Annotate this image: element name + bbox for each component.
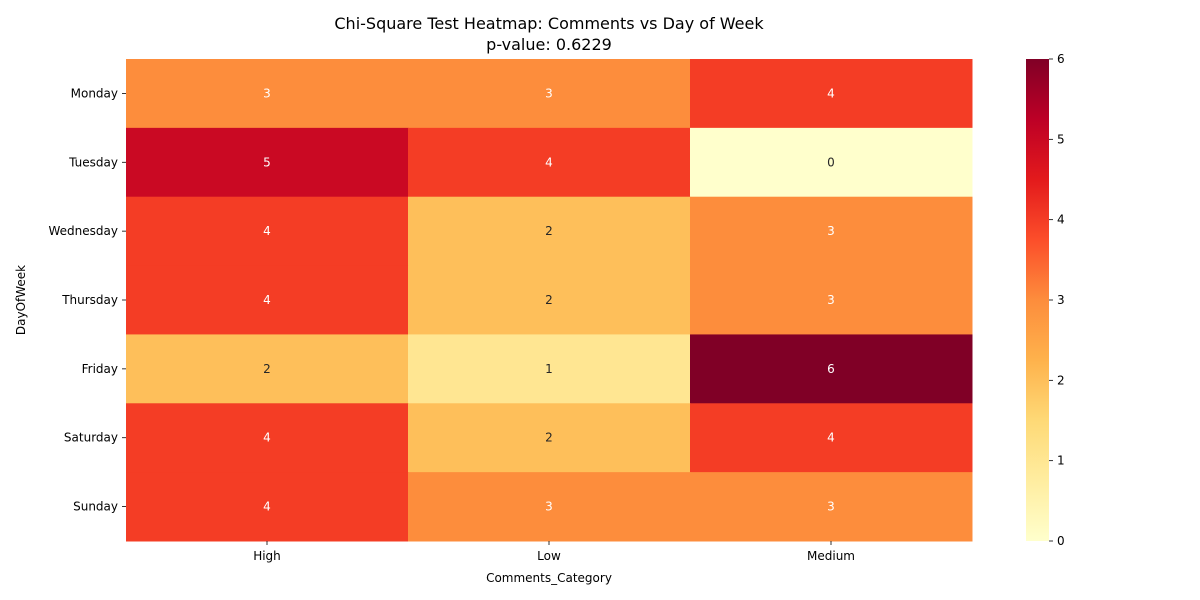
- cell-value-label: 4: [263, 224, 271, 238]
- y-tick-label: Sunday: [73, 500, 118, 514]
- heatmap-cell-labels: 3 3 4 5 4 0 4 2 3 4 2 3 2 1 6 4 2 4 4 3 3: [263, 86, 835, 513]
- cell-value-label: 2: [545, 224, 553, 238]
- x-tick-label: Low: [537, 549, 561, 563]
- y-tick-label: Thursday: [61, 293, 118, 307]
- y-axis-label: DayOfWeek: [14, 265, 28, 335]
- cell-value-label: 5: [263, 155, 271, 169]
- heatmap-cell: [126, 196, 409, 267]
- heatmap-cell: [408, 265, 691, 335]
- heatmap-cell: [408, 334, 691, 404]
- heatmap-cell: [690, 334, 973, 404]
- heatmap-cell: [690, 472, 973, 542]
- cell-value-label: 3: [827, 293, 835, 307]
- colorbar-tick-label: 3: [1057, 293, 1065, 307]
- y-tick-label: Tuesday: [68, 155, 118, 169]
- y-tick-label: Friday: [82, 362, 118, 376]
- heatmap-cells: [126, 59, 973, 542]
- chart-title: Chi-Square Test Heatmap: Comments vs Day…: [334, 14, 764, 33]
- cell-value-label: 3: [263, 86, 271, 100]
- cell-value-label: 4: [263, 431, 271, 445]
- cell-value-label: 0: [827, 155, 835, 169]
- cell-value-label: 4: [827, 431, 835, 445]
- heatmap-cell: [126, 127, 409, 198]
- colorbar-ticks: 0 1 2 3 4 5 6: [1049, 52, 1065, 548]
- heatmap-cell: [408, 196, 691, 267]
- colorbar-tick-label: 0: [1057, 534, 1065, 548]
- colorbar-tick-label: 2: [1057, 373, 1065, 387]
- y-tick-label: Wednesday: [49, 224, 118, 238]
- heatmap-cell: [408, 403, 691, 473]
- heatmap-cell: [408, 127, 691, 198]
- heatmap-cell: [126, 334, 409, 404]
- cell-value-label: 3: [827, 500, 835, 514]
- colorbar-tick-label: 1: [1057, 454, 1065, 468]
- x-axis-label: Comments_Category: [486, 571, 612, 585]
- heatmap-cell: [126, 403, 409, 473]
- cell-value-label: 6: [827, 362, 835, 376]
- cell-value-label: 4: [263, 500, 271, 514]
- colorbar-tick-label: 5: [1057, 132, 1065, 146]
- heatmap-cell: [690, 59, 973, 129]
- chart-subtitle: p-value: 0.6229: [486, 35, 612, 54]
- heatmap-cell: [690, 196, 973, 267]
- heatmap-cell: [408, 472, 691, 542]
- cell-value-label: 2: [545, 293, 553, 307]
- cell-value-label: 2: [263, 362, 271, 376]
- cell-value-label: 3: [827, 224, 835, 238]
- colorbar-tick-label: 6: [1057, 52, 1065, 66]
- y-tick-label: Monday: [71, 86, 118, 100]
- cell-value-label: 4: [545, 155, 553, 169]
- heatmap-cell: [690, 265, 973, 335]
- cell-value-label: 4: [827, 86, 835, 100]
- x-axis-ticks: High Low Medium: [253, 541, 855, 563]
- y-axis-ticks: Monday Tuesday Wednesday Thursday Friday Satu…: [49, 86, 126, 514]
- cell-value-label: 1: [545, 362, 553, 376]
- cell-value-label: 3: [545, 500, 553, 514]
- heatmap-cell: [690, 403, 973, 473]
- y-tick-label: Saturday: [64, 431, 118, 445]
- colorbar-tick-label: 4: [1057, 213, 1065, 227]
- cell-value-label: 3: [545, 86, 553, 100]
- x-tick-label: Medium: [807, 549, 855, 563]
- heatmap-cell: [690, 127, 973, 198]
- x-tick-label: High: [253, 549, 281, 563]
- heatmap-cell: [126, 472, 409, 542]
- cell-value-label: 2: [545, 431, 553, 445]
- heatmap-cell: [126, 59, 409, 129]
- heatmap-cell: [408, 59, 691, 129]
- heatmap-cell: [126, 265, 409, 335]
- colorbar: [1026, 59, 1049, 541]
- cell-value-label: 4: [263, 293, 271, 307]
